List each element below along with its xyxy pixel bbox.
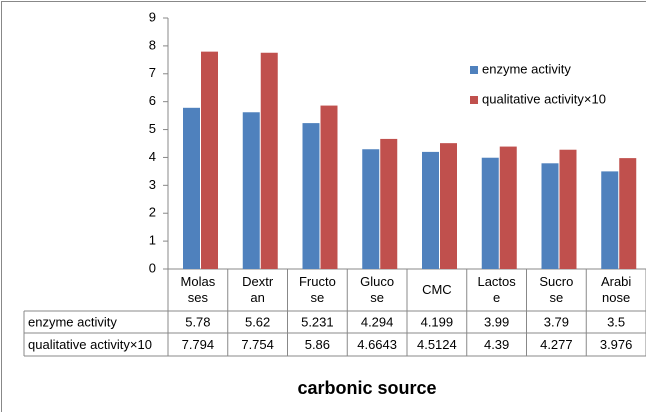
bar [541,163,559,269]
bar [499,146,517,269]
table-cell: 7.754 [241,337,274,352]
table-row-label: qualitative activity×10 [28,337,152,352]
bar [601,171,619,269]
y-tick-label: 7 [149,65,156,80]
table-cell: 4.294 [361,314,394,329]
table-cell: 3.99 [484,314,509,329]
y-tick-label: 2 [149,205,156,220]
table-cell: 4.199 [421,314,454,329]
table-cell: 4.6643 [357,337,397,352]
bar [242,112,260,270]
table-cell: 3.5 [607,314,625,329]
y-tick-label: 8 [149,37,156,52]
legend-label: qualitative activity×10 [482,91,606,106]
bar [559,149,577,269]
legend-swatch [470,96,478,104]
y-tick-label: 5 [149,121,156,136]
table-cell: 5.86 [305,337,330,352]
legend-label: enzyme activity [482,61,571,76]
bar [201,51,218,269]
bar [183,107,200,270]
x-tick-label: Molas ses [180,274,216,305]
y-tick-label: 9 [149,9,156,24]
x-tick-label: Lactos e [477,274,516,305]
x-axis-title: carbonic source [297,378,436,398]
bar [422,151,439,269]
x-tick-label: Fructo se [298,274,336,305]
table-row-label: enzyme activity [28,314,117,329]
table-cell: 3.79 [544,314,569,329]
table-cell: 5.78 [185,314,210,329]
bar [320,105,338,270]
x-tick-label: Dextr an [242,274,274,305]
x-tick-label: Arabi nose [600,274,632,305]
table-cell: 5.231 [301,314,334,329]
y-tick-label: 1 [149,233,156,248]
bar [380,138,398,269]
x-tick-label: Gluco se [360,274,395,305]
table-cell: 4.5124 [417,337,457,352]
table-cell: 3.976 [600,337,633,352]
x-tick-label: CMC [422,282,452,297]
table-cell: 7.794 [182,337,215,352]
y-tick-label: 6 [149,93,156,108]
table-cell: 4.277 [540,337,573,352]
legend-swatch [470,66,478,74]
bar [302,123,320,269]
y-tick-label: 3 [149,177,156,192]
table-cell: 4.39 [484,337,509,352]
bar [362,149,380,269]
bar [619,158,637,269]
y-tick-label: 4 [149,149,156,164]
table-cell: 5.62 [245,314,270,329]
bar [440,143,457,269]
bar [481,157,499,269]
x-tick-label: Sucro se [539,274,574,305]
y-tick-label: 0 [149,260,156,275]
bar [260,52,278,269]
